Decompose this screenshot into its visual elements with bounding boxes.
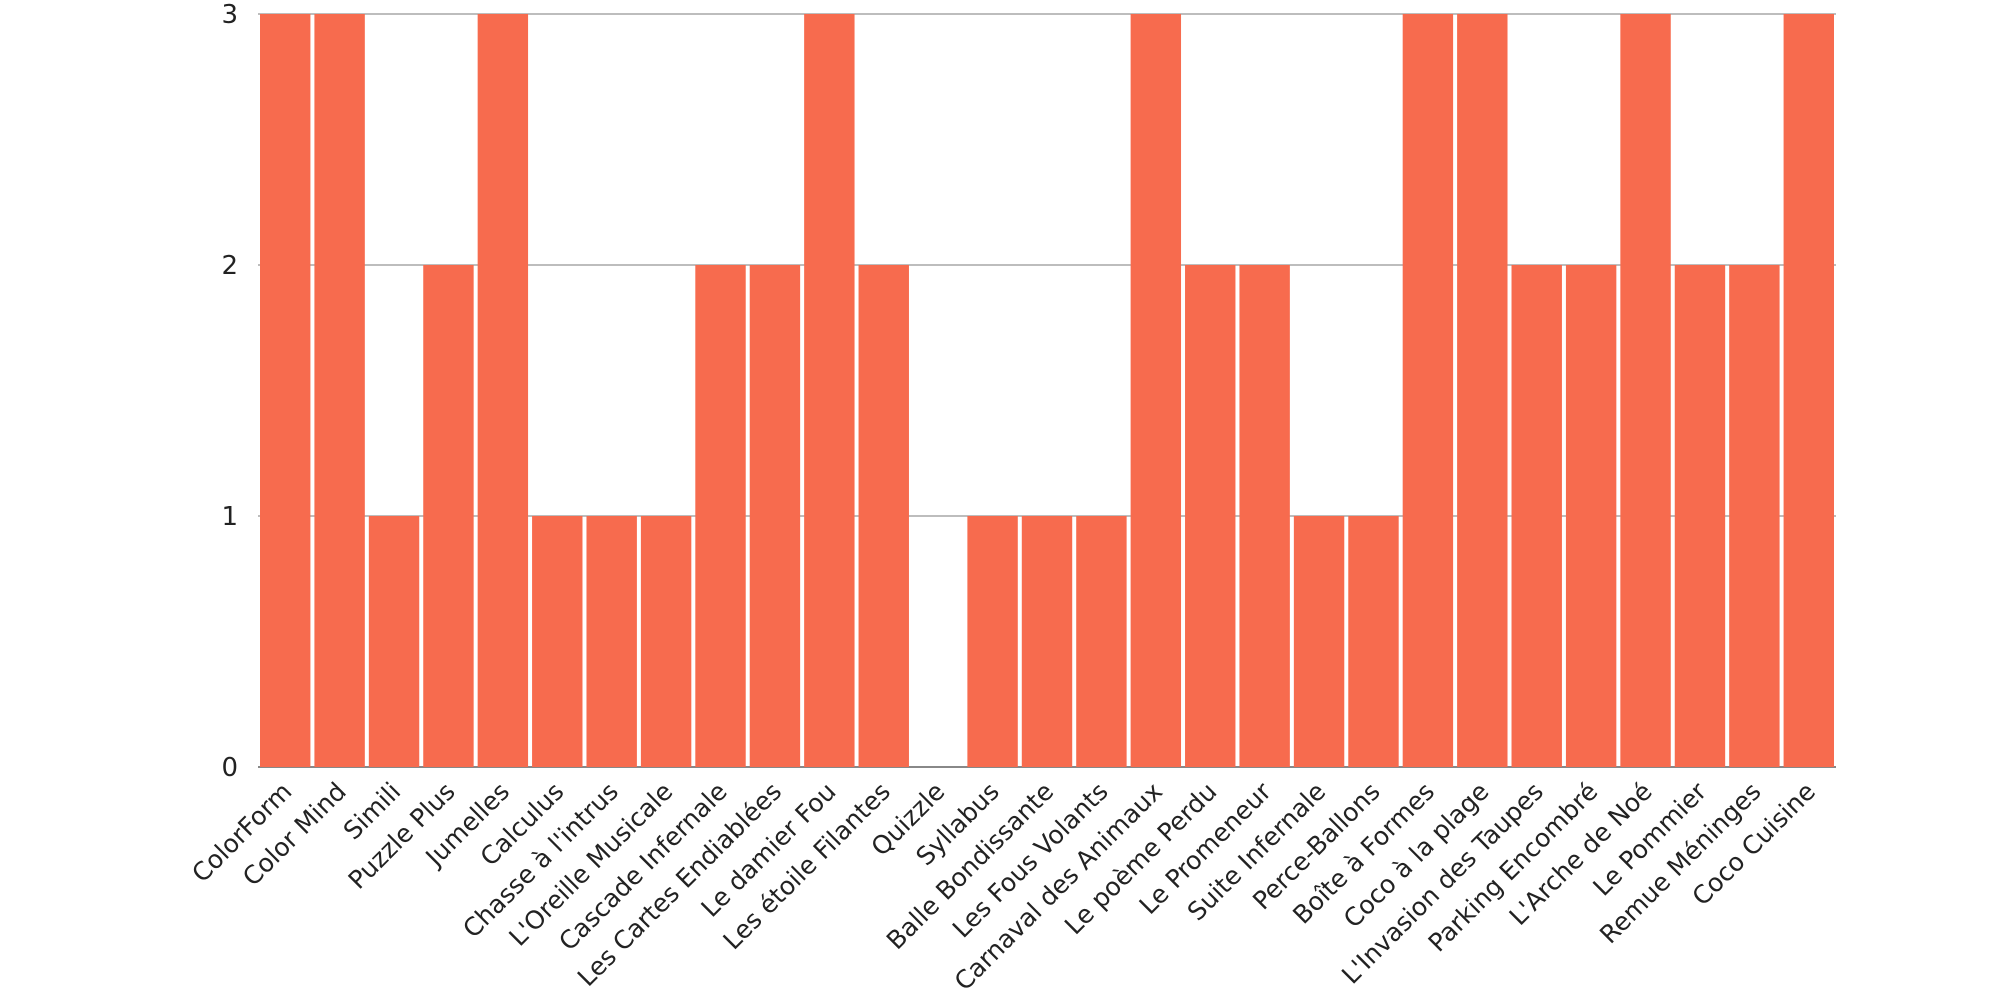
bar xyxy=(1293,516,1345,767)
bar xyxy=(586,516,637,767)
bar xyxy=(1511,265,1562,767)
bar xyxy=(368,516,420,767)
y-axis-ticks: 0 1 2 3 xyxy=(221,0,238,783)
y-tick-label: 0 xyxy=(221,753,238,783)
bar xyxy=(640,516,692,767)
bar xyxy=(1565,265,1617,767)
bar xyxy=(804,14,855,767)
bar xyxy=(1348,516,1399,767)
bar xyxy=(858,265,909,767)
bar xyxy=(1729,265,1780,767)
bar xyxy=(1021,516,1073,767)
bar xyxy=(1076,516,1127,767)
bar xyxy=(260,14,311,767)
bar xyxy=(314,14,365,767)
bar xyxy=(423,265,474,767)
bar xyxy=(1620,14,1671,767)
bar xyxy=(695,265,746,767)
y-tick-label: 3 xyxy=(221,0,238,30)
bar xyxy=(1674,265,1726,767)
bar xyxy=(1130,14,1182,767)
bar xyxy=(967,516,1018,767)
bar xyxy=(1402,14,1454,767)
bar xyxy=(1783,14,1834,767)
y-tick-label: 1 xyxy=(221,502,238,532)
bar xyxy=(477,14,529,767)
bar xyxy=(1185,265,1236,767)
bar xyxy=(749,265,801,767)
bar xyxy=(1239,265,1290,767)
bars xyxy=(260,14,1834,767)
y-tick-label: 2 xyxy=(221,251,238,281)
bar xyxy=(532,516,583,767)
bar xyxy=(1457,14,1508,767)
